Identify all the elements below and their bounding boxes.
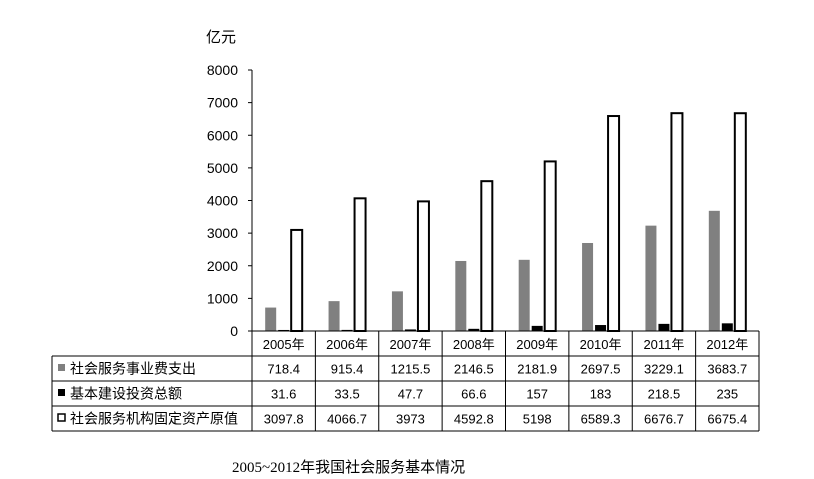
- data-value-label: 183: [590, 387, 612, 402]
- data-value-label: 915.4: [331, 362, 364, 377]
- bar-series-3: [353, 197, 367, 332]
- data-value-label: 3229.1: [644, 362, 684, 377]
- data-value-label: 33.5: [334, 387, 359, 402]
- bar-series-2: [468, 328, 480, 331]
- data-value-label: 3683.7: [707, 362, 747, 377]
- bar-series-2: [658, 323, 670, 331]
- data-value-label: 3973: [396, 412, 425, 427]
- data-value-label: 718.4: [267, 362, 300, 377]
- y-tick-label: 5000: [207, 160, 238, 176]
- bar-series-2: [595, 325, 607, 331]
- data-value-label: 157: [526, 387, 548, 402]
- x-category-label: 2007年: [389, 337, 431, 352]
- legend-marker-series-1: [58, 364, 65, 371]
- bar-series-1: [708, 210, 720, 331]
- x-category-label: 2012年: [706, 337, 748, 352]
- bar-series-2: [721, 323, 733, 331]
- data-value-label: 66.6: [461, 387, 486, 402]
- data-value-label: 235: [716, 387, 738, 402]
- bar-series-2: [341, 329, 353, 331]
- x-category-label: 2006年: [326, 337, 368, 352]
- y-tick-label: 4000: [207, 193, 238, 209]
- y-tick-label: 7000: [207, 95, 238, 111]
- bar-series-1: [455, 260, 467, 331]
- x-category-label: 2009年: [516, 337, 558, 352]
- x-category-label: 2011年: [643, 337, 684, 352]
- data-value-label: 2697.5: [581, 362, 621, 377]
- y-tick-label: 2000: [207, 258, 238, 274]
- data-value-label: 6676.7: [644, 412, 684, 427]
- bar-series-2: [278, 329, 290, 331]
- legend-label: 社会服务机构固定资产原值: [70, 411, 238, 427]
- data-value-label: 3097.8: [264, 412, 304, 427]
- bar-series-3: [670, 112, 684, 332]
- bar-series-1: [328, 301, 340, 331]
- bar-series-1: [582, 242, 594, 331]
- bar-series-2: [404, 329, 416, 331]
- bar-series-3: [290, 228, 304, 333]
- chart-caption: 2005~2012年我国社会服务基本情况: [232, 460, 466, 476]
- bar-series-1: [265, 307, 277, 331]
- data-value-label: 31.6: [271, 387, 296, 402]
- x-category-label: 2005年: [263, 337, 305, 352]
- data-value-label: 4592.8: [454, 412, 494, 427]
- data-value-label: 1215.5: [391, 362, 431, 377]
- bar-series-2: [531, 325, 543, 331]
- data-value-label: 2146.5: [454, 362, 494, 377]
- bar-series-1: [518, 259, 530, 331]
- y-tick-label: 0: [230, 323, 238, 339]
- data-value-label: 5198: [523, 412, 552, 427]
- x-category-label: 2008年: [453, 337, 495, 352]
- data-value-label: 2181.9: [517, 362, 557, 377]
- bar-series-3: [416, 200, 430, 332]
- data-value-label: 218.5: [648, 387, 681, 402]
- legend-label: 社会服务事业费支出: [70, 361, 196, 377]
- data-value-label: 4066.7: [327, 412, 367, 427]
- data-value-label: 6589.3: [581, 412, 621, 427]
- bar-series-3: [607, 115, 621, 332]
- x-category-label: 2010年: [580, 337, 622, 352]
- y-axis-unit-label: 亿元: [206, 29, 237, 46]
- data-value-label: 47.7: [398, 387, 423, 402]
- y-tick-label: 8000: [207, 62, 238, 78]
- bar-series-3: [733, 112, 747, 332]
- bar-series-3: [543, 160, 557, 332]
- legend-marker-series-3: [57, 413, 66, 422]
- legend-label: 基本建设投资总额: [70, 386, 182, 402]
- bar-series-1: [645, 225, 657, 331]
- data-value-label: 6675.4: [707, 412, 747, 427]
- y-tick-label: 6000: [207, 127, 238, 143]
- bar-series-1: [391, 291, 403, 331]
- legend-marker-series-2: [58, 389, 65, 396]
- bar-series-3: [480, 180, 494, 332]
- y-tick-label: 3000: [207, 225, 238, 241]
- y-tick-label: 1000: [207, 290, 238, 306]
